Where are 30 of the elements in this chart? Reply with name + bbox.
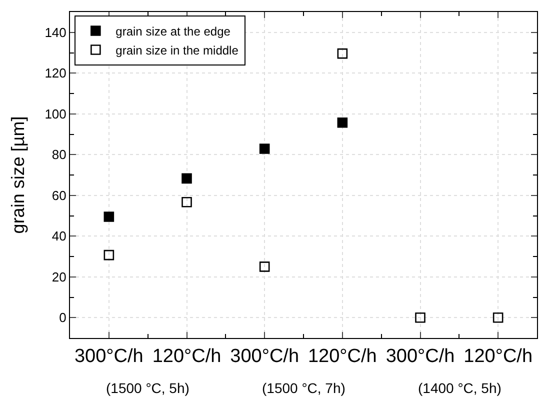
x-tick-label: 120°C/h — [152, 346, 222, 367]
point — [337, 48, 348, 59]
point — [104, 250, 114, 260]
legend-label: grain size in the middle — [116, 43, 239, 58]
y-tick-label: 20 — [52, 269, 66, 284]
text: (1500 °C, 5h) — [106, 380, 190, 396]
legend-label: grain size at the edge — [116, 24, 231, 38]
text: (1500 °C, 7h) — [262, 380, 346, 396]
y-tick-label: 40 — [52, 228, 66, 244]
x-tick-label: 120°C/h — [464, 346, 533, 367]
text: (1400 °C, 5h) — [418, 380, 502, 396]
point — [259, 262, 270, 272]
point — [182, 196, 192, 208]
point — [492, 312, 504, 323]
y-tick-label: 120 — [44, 66, 66, 81]
y-tick-label: 140 — [44, 24, 66, 40]
point — [415, 312, 426, 323]
y-tick-label: 100 — [44, 106, 66, 122]
y-tick-label: 0 — [59, 310, 66, 326]
point — [337, 117, 348, 128]
x-tick-label: 300°C/h — [230, 346, 300, 367]
x-tick-label: 300°C/h — [74, 346, 144, 367]
x-tick-label: 120°C/h — [308, 346, 377, 367]
x-tick-label: 300°C/h — [386, 346, 455, 367]
point — [104, 212, 114, 222]
y-axis-title: grain size [µm] — [8, 116, 28, 234]
y-tick-label: 60 — [52, 188, 66, 203]
point — [182, 173, 192, 184]
point — [259, 144, 270, 154]
y-tick-label: 80 — [52, 147, 66, 162]
